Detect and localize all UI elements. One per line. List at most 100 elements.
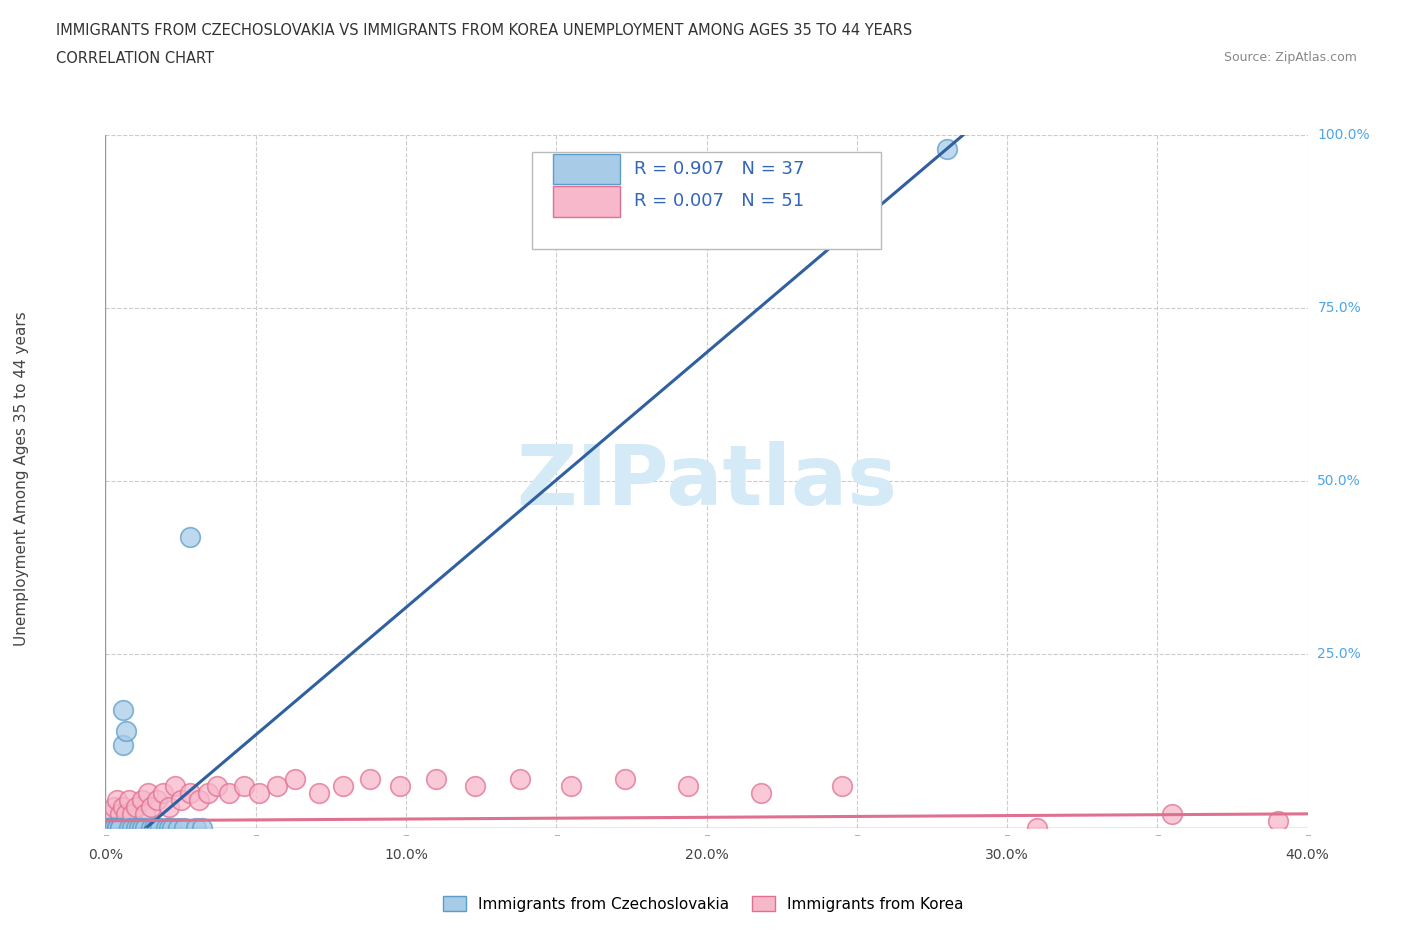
Text: ─: ─ (1305, 830, 1310, 840)
Point (110, 820, 132, 835)
Text: ─: ─ (554, 830, 558, 840)
Text: 30.0%: 30.0% (986, 848, 1029, 862)
Text: ─: ─ (855, 830, 859, 840)
Point (232, 778, 254, 793)
Point (110, 820, 132, 835)
Point (131, 792, 153, 807)
Point (100, 820, 122, 835)
Point (115, 724, 138, 738)
Point (121, 806, 143, 821)
Point (118, 820, 141, 835)
Point (97, 820, 120, 835)
Point (359, 772, 381, 787)
Point (128, 820, 150, 835)
Point (190, 820, 212, 835)
Point (118, 820, 141, 835)
Legend: Immigrants from Czechoslovakia, Immigrants from Korea: Immigrants from Czechoslovakia, Immigran… (436, 889, 970, 918)
Point (112, 800, 135, 815)
Point (103, 820, 125, 835)
Point (1161, 806, 1184, 821)
FancyBboxPatch shape (553, 153, 620, 184)
Point (266, 778, 288, 793)
Text: 50.0%: 50.0% (1317, 474, 1361, 488)
Point (112, 737, 135, 752)
Point (121, 820, 143, 835)
Point (103, 820, 125, 835)
Point (124, 800, 146, 815)
Point (115, 806, 138, 821)
Point (97, 820, 120, 835)
Point (464, 778, 486, 793)
Point (145, 792, 167, 807)
Point (155, 820, 177, 835)
Point (936, 141, 959, 156)
Text: Source: ZipAtlas.com: Source: ZipAtlas.com (1223, 51, 1357, 64)
Point (179, 529, 201, 544)
Point (107, 820, 129, 835)
Point (605, 162, 627, 177)
Point (136, 786, 159, 801)
Point (173, 820, 195, 835)
Point (134, 820, 156, 835)
Text: CORRELATION CHART: CORRELATION CHART (56, 51, 214, 66)
Point (142, 820, 165, 835)
Point (247, 786, 270, 801)
Point (166, 820, 188, 835)
Point (169, 792, 191, 807)
Text: ─: ─ (1004, 830, 1010, 840)
Point (197, 786, 219, 801)
Text: 100.0%: 100.0% (1317, 127, 1369, 142)
Point (308, 786, 330, 801)
FancyBboxPatch shape (553, 186, 620, 217)
Point (560, 778, 582, 793)
Point (97, 820, 120, 835)
Text: 40.0%: 40.0% (1285, 848, 1330, 862)
Point (110, 806, 132, 821)
Point (749, 786, 772, 801)
Point (332, 778, 354, 793)
Point (205, 778, 228, 793)
Point (157, 820, 180, 835)
Text: 10.0%: 10.0% (384, 848, 427, 862)
Point (107, 820, 129, 835)
Point (118, 792, 141, 807)
Point (100, 820, 122, 835)
Point (124, 820, 146, 835)
Point (388, 778, 411, 793)
Text: R = 0.907   N = 37: R = 0.907 N = 37 (634, 160, 804, 178)
Point (107, 820, 129, 835)
Point (179, 786, 201, 801)
Point (284, 772, 307, 787)
Point (187, 792, 209, 807)
Text: ZIPatlas: ZIPatlas (516, 441, 897, 522)
Point (110, 820, 132, 835)
Point (218, 786, 240, 801)
Point (100, 820, 122, 835)
Point (1267, 814, 1289, 829)
Text: ─: ─ (704, 830, 709, 840)
Point (100, 820, 122, 835)
Point (107, 792, 129, 807)
Text: 20.0%: 20.0% (685, 848, 728, 862)
Point (100, 820, 122, 835)
Point (184, 820, 207, 835)
Text: 0.0%: 0.0% (89, 848, 122, 862)
Point (112, 702, 135, 717)
Point (97, 820, 120, 835)
Point (134, 806, 156, 821)
Text: ─: ─ (253, 830, 259, 840)
Point (103, 820, 125, 835)
Point (103, 820, 125, 835)
Point (157, 800, 180, 815)
Point (100, 806, 122, 821)
Point (103, 800, 125, 815)
FancyBboxPatch shape (533, 153, 880, 249)
Text: R = 0.007   N = 51: R = 0.007 N = 51 (634, 193, 804, 210)
Point (97, 820, 120, 835)
Text: ─: ─ (1154, 830, 1160, 840)
Point (112, 820, 135, 835)
Point (1026, 820, 1049, 835)
Point (148, 820, 170, 835)
Text: ─: ─ (404, 830, 409, 840)
Point (425, 772, 447, 787)
